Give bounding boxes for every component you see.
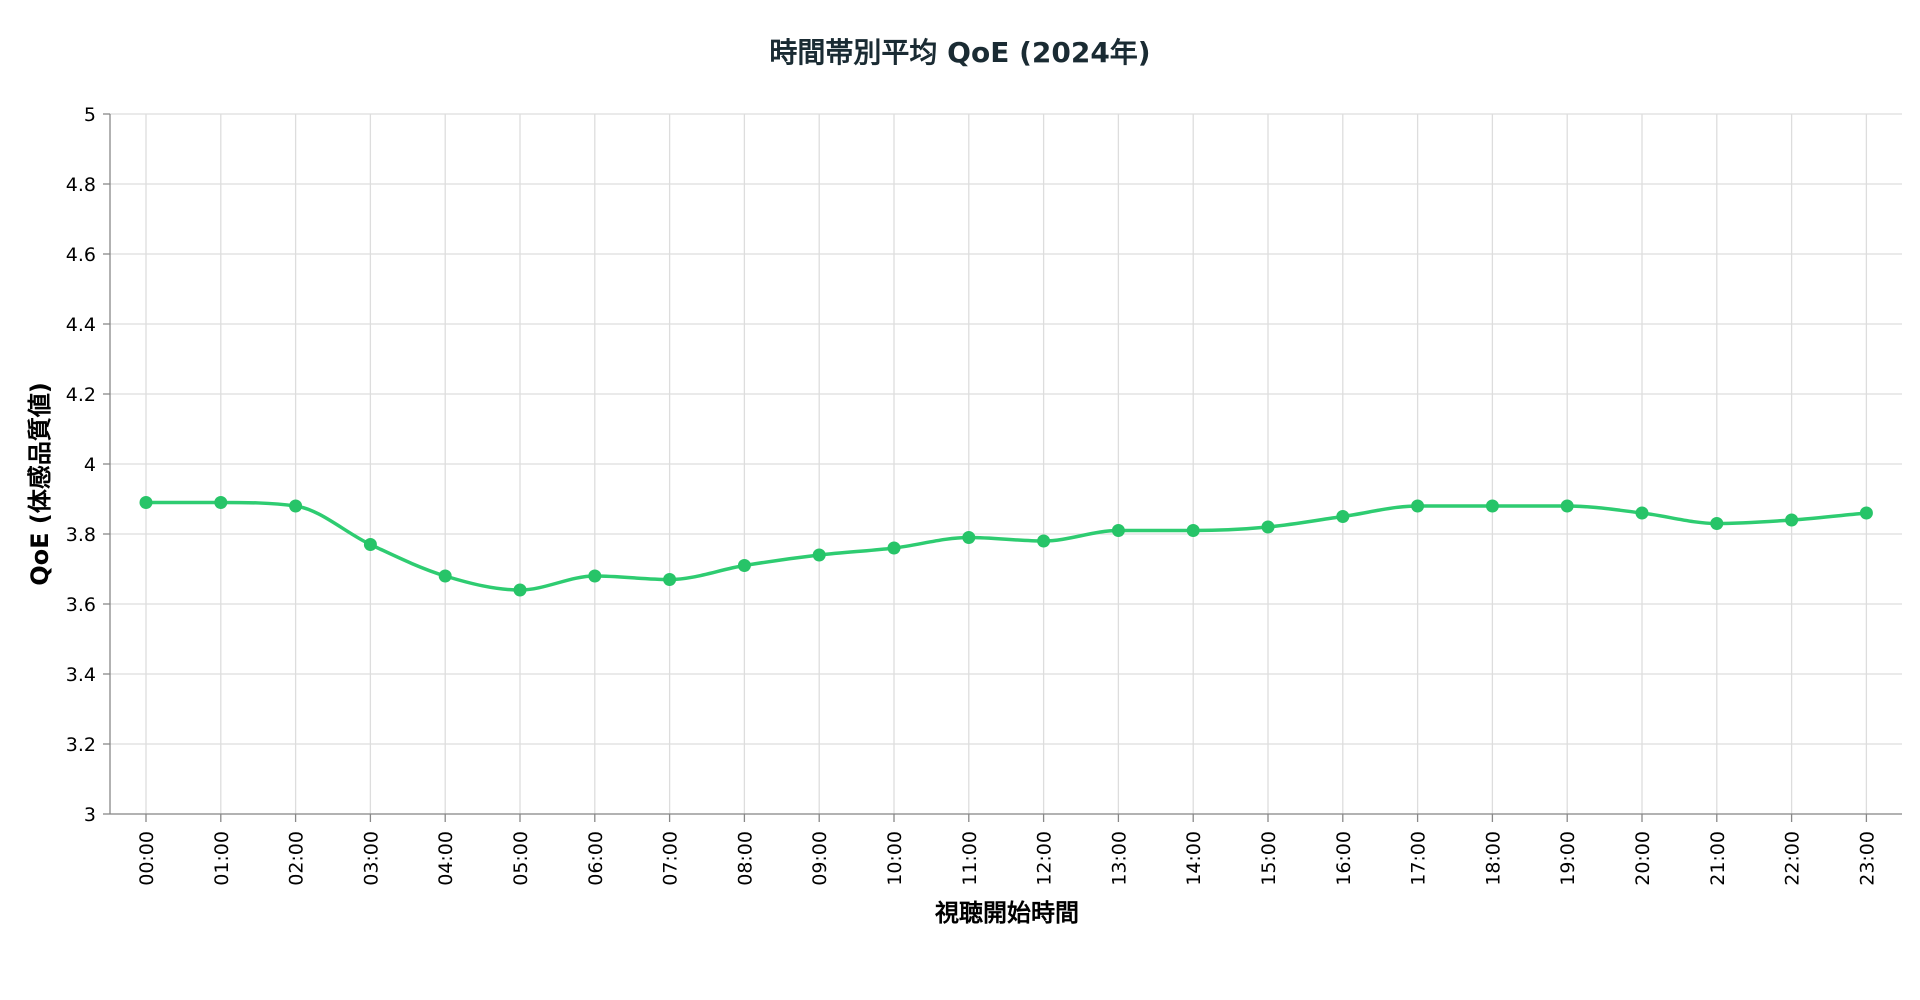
y-axis-title: QoE (体感品質値) xyxy=(26,382,54,586)
x-tick-label: 06:00 xyxy=(585,831,607,886)
data-point[interactable] xyxy=(887,541,901,555)
x-tick-label: 18:00 xyxy=(1482,831,1504,886)
x-tick-label: 09:00 xyxy=(809,831,831,886)
x-tick-label: 10:00 xyxy=(884,831,906,886)
y-tick-label: 3.4 xyxy=(66,664,96,686)
y-tick-label: 4 xyxy=(84,454,96,476)
x-tick-label: 21:00 xyxy=(1707,831,1729,886)
x-tick-label: 00:00 xyxy=(136,831,158,886)
data-point[interactable] xyxy=(214,496,228,509)
chart-title: 時間帯別平均 QoE (2024年) xyxy=(769,36,1150,69)
y-tick-label: 3.8 xyxy=(66,524,96,546)
data-point[interactable] xyxy=(1336,510,1350,523)
data-point[interactable] xyxy=(1560,499,1574,513)
data-point[interactable] xyxy=(438,569,452,583)
series-line xyxy=(144,500,1869,592)
data-point[interactable] xyxy=(1261,520,1275,534)
data-point[interactable] xyxy=(1485,499,1499,513)
x-tick-label: 02:00 xyxy=(286,831,308,886)
x-tick-label: 11:00 xyxy=(959,831,981,886)
data-point[interactable] xyxy=(1186,524,1200,537)
data-point[interactable] xyxy=(962,531,976,544)
x-tick-label: 03:00 xyxy=(360,831,382,886)
series-layer xyxy=(139,496,1873,597)
y-tick-label: 4.2 xyxy=(66,384,96,406)
data-point[interactable] xyxy=(513,583,527,597)
x-tick-label: 20:00 xyxy=(1632,831,1654,886)
y-tick-label: 3 xyxy=(84,804,96,826)
y-tick-label: 3.6 xyxy=(66,594,96,616)
y-tick-label: 5 xyxy=(84,104,96,126)
data-point[interactable] xyxy=(1411,499,1425,513)
data-point[interactable] xyxy=(139,496,153,509)
grid-lines xyxy=(110,113,1902,815)
x-tick-label: 14:00 xyxy=(1183,831,1205,886)
x-tick-label: 08:00 xyxy=(734,831,756,886)
data-point[interactable] xyxy=(588,569,602,583)
x-tick-label: 04:00 xyxy=(435,831,457,886)
data-point[interactable] xyxy=(1111,524,1125,537)
x-tick-label: 23:00 xyxy=(1856,831,1878,886)
data-point[interactable] xyxy=(1785,513,1799,527)
y-tick-label: 4.8 xyxy=(66,174,96,196)
y-tick-label: 3.2 xyxy=(66,734,96,756)
x-tick-label: 01:00 xyxy=(211,831,233,886)
x-tick-label: 12:00 xyxy=(1034,831,1056,886)
y-tick-label: 4.6 xyxy=(66,244,96,266)
x-axis-title: 視聴開始時間 xyxy=(934,899,1079,927)
data-point[interactable] xyxy=(1635,506,1649,520)
x-tick-label: 22:00 xyxy=(1782,831,1804,886)
x-tick-label: 17:00 xyxy=(1408,831,1430,886)
data-point[interactable] xyxy=(1710,517,1724,530)
axes: 3 3.2 3.4 3.6 3.8 4 4.2 4.4 4.6 4.8 5 00:00 01:00 02:… xyxy=(66,104,1902,886)
x-tick-label: 07:00 xyxy=(660,831,682,886)
data-point[interactable] xyxy=(663,573,677,586)
x-tick-label: 19:00 xyxy=(1557,831,1579,886)
x-tick-label: 16:00 xyxy=(1333,831,1355,886)
data-point[interactable] xyxy=(1859,506,1873,520)
x-tick-label: 13:00 xyxy=(1108,831,1130,886)
x-tick-label: 05:00 xyxy=(510,831,532,886)
data-point[interactable] xyxy=(812,548,826,562)
data-point[interactable] xyxy=(1037,534,1051,548)
data-point[interactable] xyxy=(363,538,377,551)
data-point[interactable] xyxy=(737,559,751,572)
x-tick-label: 15:00 xyxy=(1258,831,1280,886)
data-point[interactable] xyxy=(289,499,303,513)
y-tick-label: 4.4 xyxy=(66,314,96,336)
